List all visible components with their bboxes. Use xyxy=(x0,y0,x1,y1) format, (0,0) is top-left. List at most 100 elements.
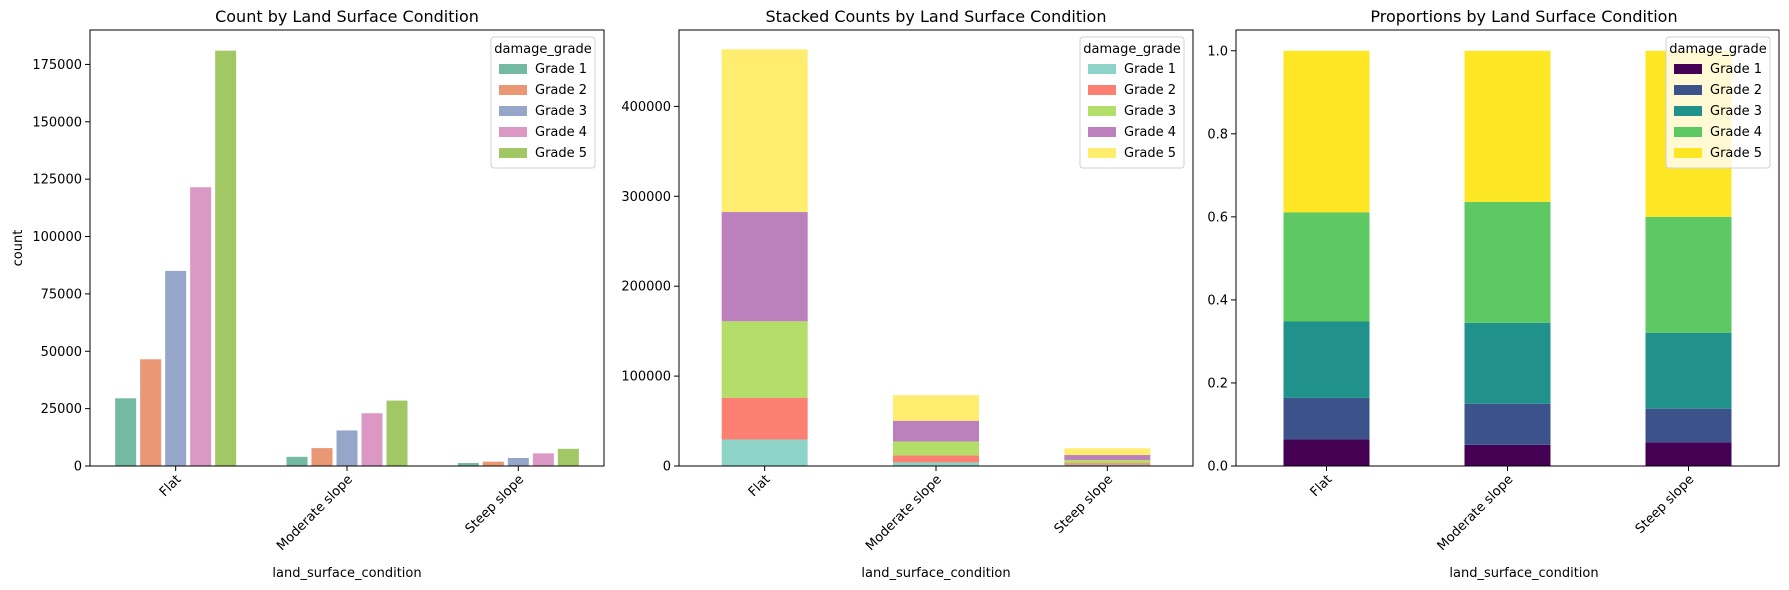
bar-grade-2-steep-slope xyxy=(482,461,504,466)
bar-grade-4-steep-slope xyxy=(532,453,554,466)
bar-grade-2-steep-slope xyxy=(1645,408,1732,443)
bar-grade-5-flat xyxy=(215,50,237,467)
y-tick-label: 0 xyxy=(74,460,82,475)
legend-item: Grade 1 xyxy=(1124,62,1176,77)
bar-grade-5-steep-slope xyxy=(1064,448,1151,456)
y-tick-label: 100000 xyxy=(32,230,82,245)
y-axis-label: count xyxy=(11,230,26,267)
bar-grade-4-steep-slope xyxy=(1645,216,1732,333)
y-tick-label: 0.6 xyxy=(1207,210,1228,225)
legend-swatch xyxy=(1674,85,1702,95)
bar-grade-2-moderate-slope xyxy=(893,455,979,463)
y-tick-label: 100000 xyxy=(621,370,671,385)
y-tick-label: 75000 xyxy=(41,287,82,302)
bar-grade-4-moderate-slope xyxy=(361,413,383,466)
legend-item: Grade 1 xyxy=(535,62,587,77)
bar-grade-5-flat xyxy=(721,49,808,213)
legend-item: Grade 3 xyxy=(535,104,587,119)
bar-grade-4-flat xyxy=(190,187,212,466)
bar-grade-4-flat xyxy=(1283,212,1370,322)
legend-swatch xyxy=(1088,148,1116,158)
y-tick-label: 0.2 xyxy=(1207,376,1228,391)
legend-title: damage_grade xyxy=(494,42,591,57)
legend-swatch xyxy=(499,85,527,95)
bar-grade-2-moderate-slope xyxy=(1464,403,1551,445)
bar-grade-3-flat xyxy=(721,321,808,398)
chart-panel-count: Count by Land Surface Condition 0 25000 50… xyxy=(11,7,605,581)
legend-swatch xyxy=(1674,148,1702,158)
legend-item: Grade 4 xyxy=(535,125,587,140)
bar-grade-1-moderate-slope xyxy=(286,456,308,466)
y-tick-label: 0.0 xyxy=(1207,460,1228,475)
y-tick-label: 300000 xyxy=(621,190,671,205)
chart-title: Count by Land Surface Condition xyxy=(215,7,479,26)
legend: damage_grade Grade 1 Grade 2 Grade 3 Grade 4… xyxy=(1079,36,1185,169)
bar-grade-1-moderate-slope xyxy=(893,462,979,466)
bar-grade-2-steep-slope xyxy=(1064,463,1151,465)
bar-grade-4-moderate-slope xyxy=(893,420,979,442)
bar-grade-4-moderate-slope xyxy=(1464,201,1551,323)
x-axis-label: land_surface_condition xyxy=(272,566,421,581)
legend-swatch xyxy=(1674,127,1702,137)
x-axis-label: land_surface_condition xyxy=(1449,566,1598,581)
legend-swatch xyxy=(1674,64,1702,74)
bar-grade-3-flat xyxy=(165,270,187,466)
bar-grade-3-steep-slope xyxy=(1645,332,1732,409)
bar-grade-3-moderate-slope xyxy=(336,430,358,466)
chart-title: Proportions by Land Surface Condition xyxy=(1370,7,1677,26)
legend-swatch xyxy=(1088,85,1116,95)
legend-item: Grade 2 xyxy=(1710,83,1762,98)
legend-swatch xyxy=(1088,64,1116,74)
bar-grade-2-flat xyxy=(140,359,162,466)
y-tick-label: 50000 xyxy=(41,345,82,360)
bar-grade-5-flat xyxy=(1283,50,1370,213)
legend-swatch xyxy=(499,148,527,158)
bar-grade-1-flat xyxy=(1283,439,1370,466)
legend-item: Grade 3 xyxy=(1710,104,1762,119)
bar-grade-3-steep-slope xyxy=(1064,459,1151,464)
bar-grade-3-moderate-slope xyxy=(893,441,979,456)
legend-item: Grade 1 xyxy=(1710,62,1762,77)
legend-swatch xyxy=(499,127,527,137)
legend-item: Grade 2 xyxy=(535,83,587,98)
y-tick-label: 200000 xyxy=(621,280,671,295)
y-tick-label: 0 xyxy=(663,460,671,475)
bar-grade-1-steep-slope xyxy=(457,463,479,466)
y-tick-label: 0.8 xyxy=(1207,127,1228,142)
y-tick-label: 125000 xyxy=(32,173,82,188)
bar-grade-5-steep-slope xyxy=(557,448,579,466)
bar-grade-1-steep-slope xyxy=(1645,442,1732,466)
bar-grade-3-moderate-slope xyxy=(1464,322,1551,404)
y-tick-label: 175000 xyxy=(32,58,82,73)
y-tick-label: 25000 xyxy=(41,402,82,417)
legend-item: Grade 5 xyxy=(1710,146,1762,161)
bar-grade-5-moderate-slope xyxy=(893,395,979,421)
y-tick-label: 150000 xyxy=(32,115,82,130)
legend: damage_grade Grade 1 Grade 2 Grade 3 Grade 4… xyxy=(1665,36,1771,169)
legend-swatch xyxy=(1088,127,1116,137)
bar-grade-1-flat xyxy=(115,398,137,466)
legend-title: damage_grade xyxy=(1669,42,1766,57)
bar-grade-1-flat xyxy=(721,439,808,466)
bar-grade-5-moderate-slope xyxy=(386,400,408,466)
legend: damage_grade Grade 1 Grade 2 Grade 3 Grade 4… xyxy=(490,36,596,169)
y-tick-label: 1.0 xyxy=(1207,44,1228,59)
legend-item: Grade 2 xyxy=(1124,83,1176,98)
x-axis-label: land_surface_condition xyxy=(861,566,1010,581)
legend-item: Grade 5 xyxy=(535,146,587,161)
legend-item: Grade 3 xyxy=(1124,104,1176,119)
bar-grade-2-flat xyxy=(721,397,808,440)
legend-swatch xyxy=(1088,106,1116,116)
legend-swatch xyxy=(499,64,527,74)
legend-item: Grade 4 xyxy=(1124,125,1176,140)
bar-grade-2-moderate-slope xyxy=(311,448,333,466)
bar-grade-5-moderate-slope xyxy=(1464,50,1551,202)
y-tick-label: 0.4 xyxy=(1207,293,1228,308)
legend-item: Grade 4 xyxy=(1710,125,1762,140)
bar-grade-3-steep-slope xyxy=(507,457,529,466)
legend-item: Grade 5 xyxy=(1124,146,1176,161)
bar-grade-3-flat xyxy=(1283,321,1370,398)
chart-title: Stacked Counts by Land Surface Condition xyxy=(766,7,1107,26)
y-tick-label: 400000 xyxy=(621,100,671,115)
